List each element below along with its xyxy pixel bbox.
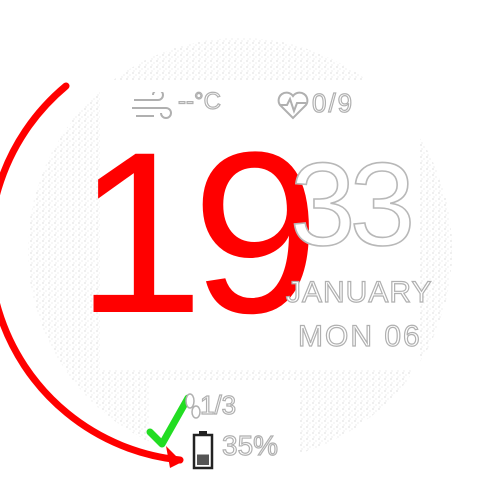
checkmark-icon [146,392,192,453]
heart-rate-value: 0/9 [311,88,355,118]
weekday-day-label: MON 06 [297,320,422,353]
wind-icon [130,89,174,129]
battery-level-fill [197,454,209,465]
battery-icon [192,430,214,475]
center-panel [100,80,420,370]
arc-arrow-tip [166,446,182,468]
month-label: JANUARY [285,276,433,309]
footsteps-icon [184,392,202,427]
heart-pulse-icon [276,90,310,125]
temperature-value: --°C [177,88,221,115]
minute-digits: 33 [289,139,416,271]
steps-value: 1/3 [199,390,237,420]
battery-value: 35% [221,430,279,461]
hour-digits: 19 [76,104,320,361]
